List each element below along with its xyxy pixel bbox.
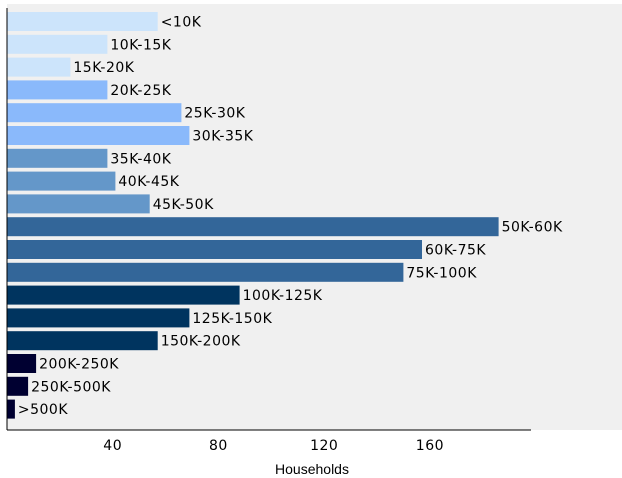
bar-45K-50K [7,194,150,214]
bar-label: 200K-250K [39,357,119,373]
bar-25K-30K [7,103,182,123]
bar-35K-40K [7,148,108,168]
bar-100K-125K [7,285,240,305]
bar-10K-15K [7,34,108,54]
bar-15K-20K [7,57,71,77]
bar-60K-75K [7,240,422,259]
x-axis-title: Households [275,461,349,477]
bar-<10K [7,12,158,31]
bar-20K-25K [7,80,108,100]
bar-40K-45K [7,171,116,191]
bar-200K-250K [7,354,37,373]
bar-label: 10K-15K [110,37,171,53]
bar-label: 35K-40K [110,151,171,167]
bar-label: >500K [18,402,68,418]
bar-150K-200K [7,331,158,351]
plot-background [7,4,622,430]
bar-label: 45K-50K [153,197,214,213]
bar-50K-60K [7,217,499,237]
bar-label: 125K-150K [192,311,272,327]
bar-label: 75K-100K [406,265,477,281]
bar-label: 150K-200K [161,334,241,350]
bar-label: 40K-45K [118,174,179,190]
x-tick-label: 80 [209,438,228,454]
bar-label: 15K-20K [73,60,134,76]
bar-label: 60K-75K [425,243,486,259]
x-tick-label: 120 [310,438,338,454]
bar-250K-500K [7,376,29,396]
bar-label: 20K-25K [110,83,171,99]
bar-75K-100K [7,262,404,282]
x-tick-label: 40 [103,438,122,454]
bar-30K-35K [7,126,190,145]
bar-125K-150K [7,308,190,328]
bar-label: 30K-35K [192,129,253,145]
bar-label: <10K [161,15,202,31]
bar->500K [7,399,15,419]
bar-label: 25K-30K [184,106,245,122]
bar-label: 50K-60K [502,220,563,236]
bar-label: 250K-500K [31,379,111,395]
x-tick-label: 160 [416,438,444,454]
bar-label: 100K-125K [243,288,323,304]
